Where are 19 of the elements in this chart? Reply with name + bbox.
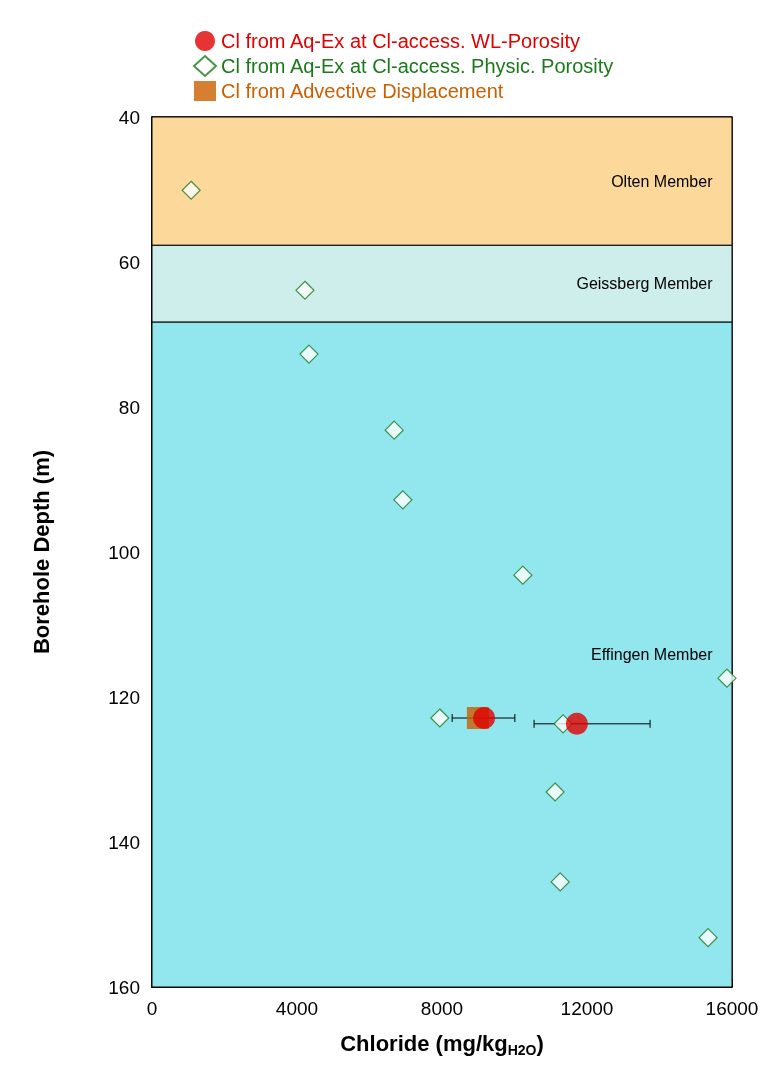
x-tick-label: 0	[146, 998, 158, 1019]
legend-label: Cl from Aq-Ex at Cl-access. WL-Porosity	[221, 30, 580, 52]
x-tick-label: 12000	[560, 998, 614, 1019]
y-tick-label: 100	[108, 541, 140, 563]
y-tick-label: 140	[108, 831, 140, 853]
y-tick-label: 120	[108, 686, 140, 708]
legend-label: Cl from Aq-Ex at Cl-access. Physic. Porosity	[221, 55, 614, 77]
legend-label: Cl from Advective Displacement	[221, 80, 504, 102]
x-tick-label: 4000	[275, 998, 319, 1019]
band-label: Olten Member	[611, 172, 714, 190]
y-tick-label: 40	[118, 106, 140, 128]
x-tick-label: 8000	[420, 998, 464, 1019]
y-axis-title: Borehole Depth (m)	[28, 449, 54, 655]
y-tick-label: 80	[118, 396, 140, 418]
x-tick-label: 16000	[705, 998, 759, 1019]
band-label: Geissberg Member	[576, 275, 714, 293]
y-tick-label: 160	[108, 976, 140, 998]
band-label: Effingen Member	[590, 646, 714, 664]
y-tick-label: 60	[118, 251, 140, 273]
